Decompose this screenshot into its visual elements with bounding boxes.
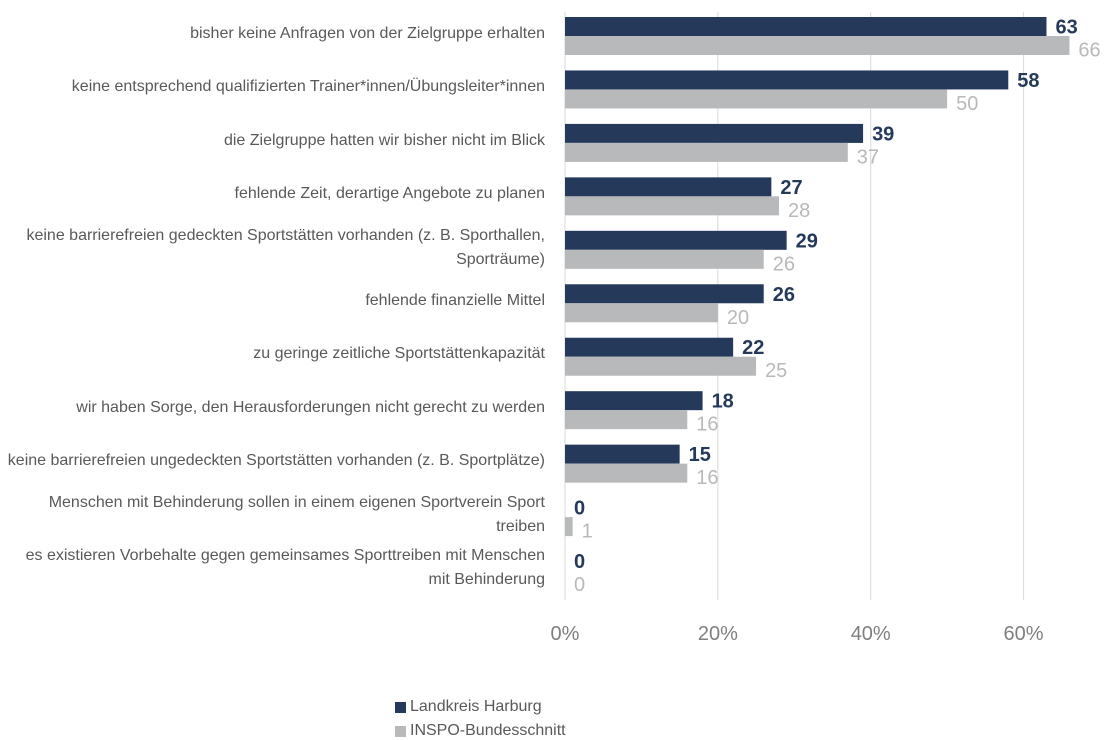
bar [565,36,1070,55]
value-label: 29 [796,230,818,252]
value-label: 15 [689,444,711,466]
category-text: es existieren Vorbehalte gegen gemeinsam… [25,547,545,589]
bar [565,249,764,269]
bar [565,337,734,357]
category-label: keine barrierefreien gedeckten Sportstät… [5,226,545,269]
bar [565,356,757,376]
bar [565,230,787,250]
category-text: Menschen mit Behinderung sollen in einem… [48,493,545,535]
bar [565,177,772,197]
x-tick-label: 20% [698,623,738,645]
category-text: wir haben Sorge, den Herausforderungen n… [76,398,545,416]
bar [565,70,1009,90]
category-label: fehlende finanzielle Mittel [5,279,545,322]
bar [565,89,948,109]
category-text: zu geringe zeitliche Sportstättenkapazit… [253,345,545,363]
value-label: 27 [780,177,802,199]
x-tick-label: 0% [551,623,580,645]
category-text: keine barrierefreien gedeckten Sportstät… [26,226,545,268]
value-label: 37 [857,146,879,168]
bar [565,444,680,464]
category-label: die Zielgruppe hatten wir bisher nicht i… [5,119,545,162]
bar [565,123,864,143]
category-text: fehlende Zeit, derartige Angebote zu pla… [234,185,545,203]
value-label: 18 [712,391,734,413]
legend-swatch [395,701,406,713]
value-label: 25 [765,360,787,382]
category-label: Menschen mit Behinderung sollen in einem… [5,493,545,536]
category-label: wir haben Sorge, den Herausforderungen n… [5,386,545,429]
value-label: 28 [788,200,810,222]
value-label: 26 [773,253,795,275]
value-label: 0 [574,498,585,520]
legend-item: Landkreis Harburg [395,698,542,716]
value-label: 1 [582,521,593,543]
legend-item: INSPO-Bundesschnitt [395,722,566,740]
category-label: zu geringe zeitliche Sportstättenkapazit… [5,333,545,376]
bar [565,17,1047,36]
value-label: 58 [1017,70,1039,92]
category-label: keine barrierefreien ungedeckten Sportst… [5,440,545,483]
value-label: 50 [956,93,978,115]
value-label: 20 [727,307,749,329]
category-text: fehlende finanzielle Mittel [365,291,545,309]
bar [565,463,688,483]
value-label: 16 [696,467,718,489]
category-label: fehlende Zeit, derartige Angebote zu pla… [5,172,545,215]
x-tick-label: 40% [851,623,891,645]
value-label: 0 [574,574,585,596]
bar [565,284,764,304]
bar [565,196,779,216]
x-tick-label: 60% [1004,623,1044,645]
bar [565,517,573,537]
value-label: 63 [1056,17,1078,39]
value-label: 66 [1078,40,1100,62]
value-label: 16 [696,414,718,436]
legend-label: Landkreis Harburg [410,698,542,715]
value-label: 39 [872,123,894,145]
category-text: keine barrierefreien ungedeckten Sportst… [7,452,545,470]
bar [565,410,688,430]
category-label: es existieren Vorbehalte gegen gemeinsam… [5,547,545,590]
bar [565,303,718,323]
bar [565,142,848,162]
category-text: bisher keine Anfragen von der Zielgruppe… [190,24,545,42]
category-text: die Zielgruppe hatten wir bisher nicht i… [223,131,545,149]
category-text: keine entsprechend qualifizierten Traine… [71,78,545,96]
legend-swatch [395,725,406,737]
category-label: keine entsprechend qualifizierten Traine… [5,65,545,108]
value-label: 22 [742,337,764,359]
legend-label: INSPO-Bundesschnitt [410,722,566,739]
category-label: bisher keine Anfragen von der Zielgruppe… [5,12,545,55]
bar [565,391,703,411]
value-label: 26 [773,284,795,306]
value-label: 0 [574,551,585,573]
